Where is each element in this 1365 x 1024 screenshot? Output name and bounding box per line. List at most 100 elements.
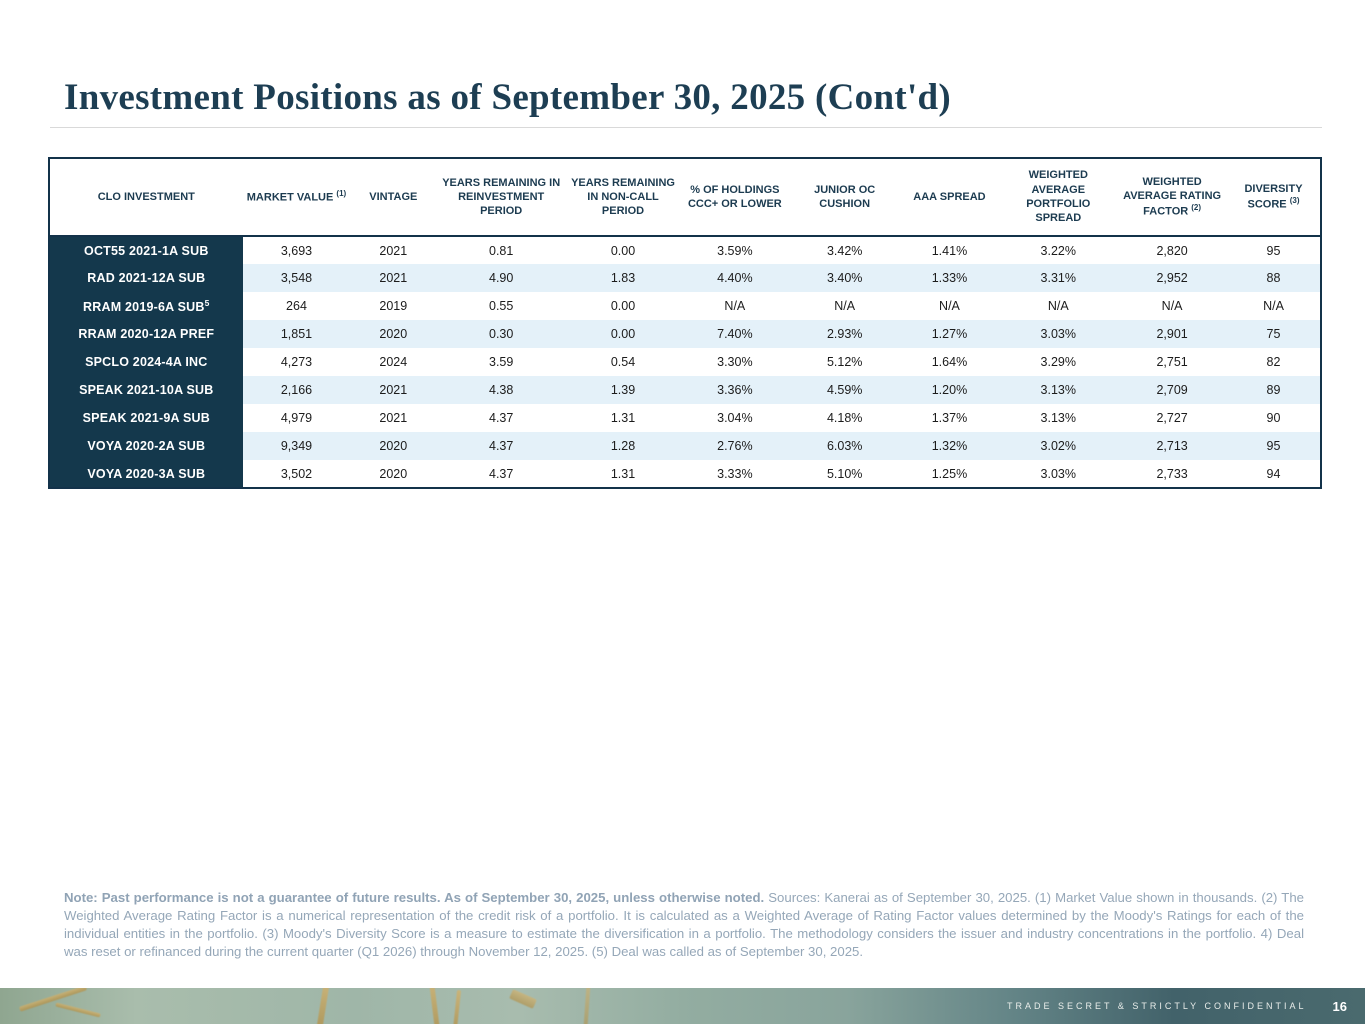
confidentiality-label: TRADE SECRET & STRICTLY CONFIDENTIAL [1007,1001,1307,1011]
table-cell: 0.55 [436,292,567,320]
clo-investment-name: RRAM 2019-6A SUB5 [49,292,243,320]
table-cell: 1.31 [566,404,680,432]
table-cell: 1.83 [566,264,680,292]
column-header-0: CLO INVESTMENT [49,158,243,237]
table-cell: 2,901 [1117,320,1228,348]
table-cell: 4.40% [679,264,790,292]
title-divider [50,127,1322,128]
table-row: VOYA 2020-2A SUB 9,349 2020 4.37 1.28 2.76% 6.… [49,432,1321,460]
table-cell: 4,273 [242,348,351,376]
column-header-footnote-ref: (1) [336,189,347,199]
gold-marble-texture [583,988,591,1024]
table-cell: 82 [1227,348,1321,376]
table-cell: 3.03% [999,460,1118,488]
gold-marble-texture [55,1002,101,1018]
table-cell: 2021 [350,376,437,404]
table-cell: 2019 [350,292,437,320]
table-cell: 2,733 [1117,460,1228,488]
column-header-10: DIVERSITY SCORE (3) [1227,158,1321,237]
table-cell: 0.00 [566,320,680,348]
table-cell: 1.33% [899,264,1000,292]
table-cell: 2021 [350,236,437,264]
column-header-footnote-ref: (2) [1191,203,1202,213]
table-cell: 4.38 [436,376,567,404]
table-cell: 89 [1227,376,1321,404]
table-cell: 2,709 [1117,376,1228,404]
table-cell: 2,166 [242,376,351,404]
table-cell: 3.36% [679,376,790,404]
table-cell: 3.33% [679,460,790,488]
gold-marble-texture [509,989,537,1009]
table-cell: 3.40% [789,264,900,292]
table-cell: N/A [999,292,1118,320]
row-footnote-ref: 5 [204,297,210,308]
table-cell: 2020 [350,320,437,348]
table-cell: 3.22% [999,236,1118,264]
table-row: SPCLO 2024-4A INC 4,273 2024 3.59 0.54 3.30% 5… [49,348,1321,376]
table-cell: 88 [1227,264,1321,292]
table-cell: 1.39 [566,376,680,404]
footnote-bold: Note: Past performance is not a guarante… [64,890,765,905]
table-row: SPEAK 2021-9A SUB 4,979 2021 4.37 1.31 3.04% 4… [49,404,1321,432]
table-cell: 3,502 [242,460,351,488]
table-cell: 9,349 [242,432,351,460]
table-cell: 3.59 [436,348,567,376]
table-row: SPEAK 2021-10A SUB 2,166 2021 4.38 1.39 3.36%… [49,376,1321,404]
table-cell: 3.03% [999,320,1118,348]
table-cell: 0.00 [566,292,680,320]
table-cell: 0.00 [566,236,680,264]
column-header-8: WEIGHTED AVERAGE PORTFOLIO SPREAD [999,158,1118,237]
footnote-regular: Sources: Kanerai as of September 30, 202… [64,890,1304,959]
column-header-7: AAA SPREAD [899,158,1000,237]
table-cell: 1,851 [242,320,351,348]
table-cell: 4.37 [436,460,567,488]
clo-investment-name: RAD 2021-12A SUB [49,264,243,292]
table-cell: 1.31 [566,460,680,488]
table-cell: 3,548 [242,264,351,292]
clo-investment-name: OCT55 2021-1A SUB [49,236,243,264]
table-cell: 3.30% [679,348,790,376]
table-cell: 2020 [350,432,437,460]
table-cell: 1.25% [899,460,1000,488]
footer-bar: TRADE SECRET & STRICTLY CONFIDENTIAL 16 [0,988,1365,1024]
table-cell: N/A [1117,292,1228,320]
table-cell: 3.13% [999,404,1118,432]
column-header-5: % OF HOLDINGS CCC+ OR LOWER [679,158,790,237]
table-cell: 5.12% [789,348,900,376]
clo-investment-name: SPCLO 2024-4A INC [49,348,243,376]
table-cell: 1.20% [899,376,1000,404]
table-header-row: CLO INVESTMENT MARKET VALUE (1) VINTAGE YEA… [49,158,1321,237]
table-row: RRAM 2020-12A PREF 1,851 2020 0.30 0.00 7.40%… [49,320,1321,348]
table-cell: 2.76% [679,432,790,460]
table-cell: 2021 [350,404,437,432]
clo-investment-name: SPEAK 2021-9A SUB [49,404,243,432]
table-cell: 0.54 [566,348,680,376]
page-number: 16 [1332,998,1347,1014]
column-header-2: VINTAGE [350,158,437,237]
table-cell: 4.90 [436,264,567,292]
column-header-4: YEARS REMAINING IN NON-CALL PERIOD [566,158,680,237]
investment-positions-table-container: CLO INVESTMENT MARKET VALUE (1) VINTAGE YEA… [48,157,1322,489]
table-cell: 2,751 [1117,348,1228,376]
column-header-footnote-ref: (3) [1289,196,1300,206]
table-cell: 4.37 [436,404,567,432]
table-cell: 6.03% [789,432,900,460]
table-row: OCT55 2021-1A SUB 3,693 2021 0.81 0.00 3.59% 3… [49,236,1321,264]
table-cell: 0.30 [436,320,567,348]
table-cell: N/A [679,292,790,320]
table-cell: 4.18% [789,404,900,432]
column-header-9: WEIGHTED AVERAGE RATING FACTOR (2) [1117,158,1228,237]
table-cell: 2021 [350,264,437,292]
column-header-6: JUNIOR OC CUSHION [789,158,900,237]
clo-investment-name: VOYA 2020-3A SUB [49,460,243,488]
table-cell: 95 [1227,236,1321,264]
table-cell: 3.59% [679,236,790,264]
table-cell: 2,727 [1117,404,1228,432]
table-cell: 90 [1227,404,1321,432]
table-cell: 4,979 [242,404,351,432]
table-cell: 95 [1227,432,1321,460]
table-cell: N/A [1227,292,1321,320]
table-cell: 3,693 [242,236,351,264]
table-cell: 7.40% [679,320,790,348]
